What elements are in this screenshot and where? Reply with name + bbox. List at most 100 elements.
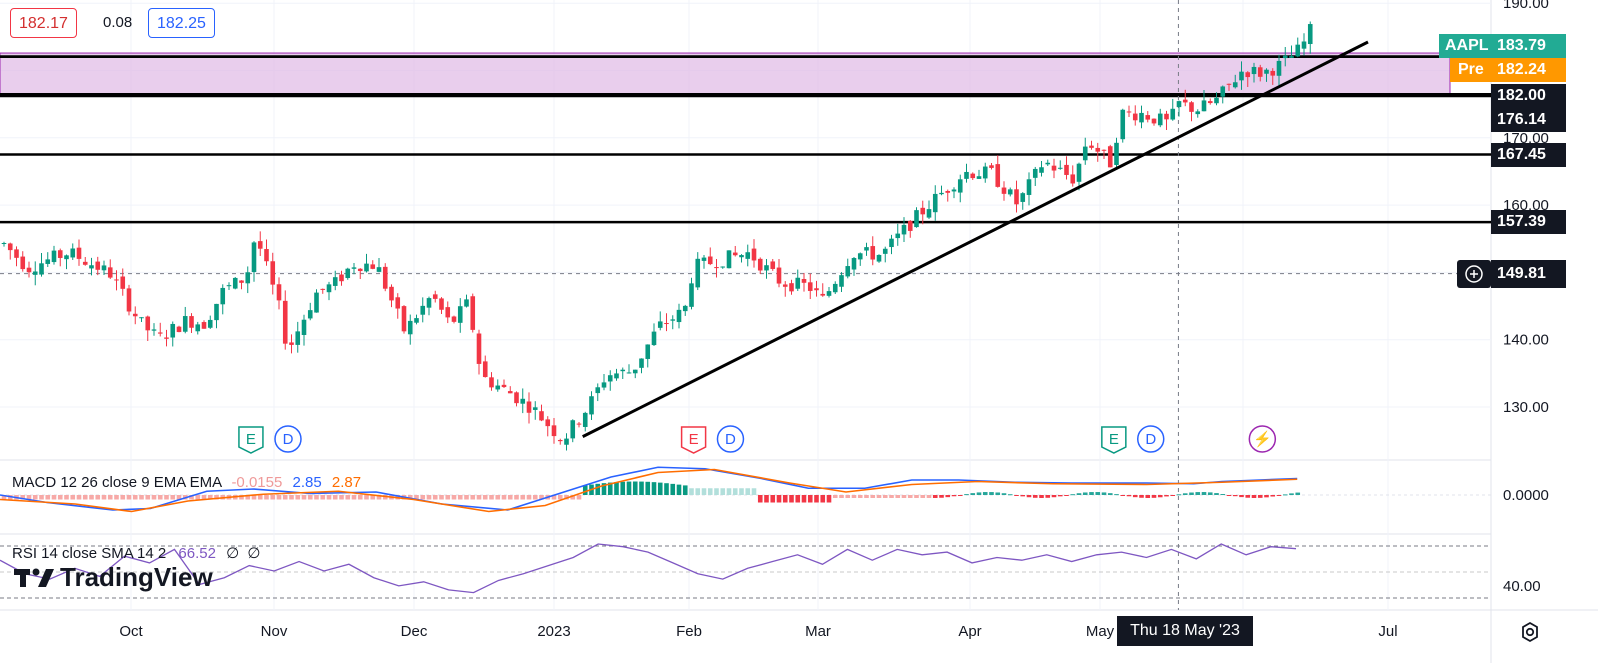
candle-body [364, 263, 369, 272]
macd-histogram-bar [1276, 495, 1282, 496]
macd-histogram-bar [1226, 495, 1232, 496]
macd-histogram-bar [1089, 492, 1094, 495]
macd-histogram-bar [564, 495, 569, 500]
candle-body [226, 285, 232, 287]
candle-body [676, 309, 682, 323]
macd-histogram-bar [932, 495, 938, 498]
macd-histogram-bar [645, 481, 651, 495]
time-tick-label: Apr [958, 623, 981, 640]
earnings-marker[interactable] [238, 426, 264, 454]
candle-body [151, 329, 157, 331]
ask-box[interactable]: 182.25 [148, 8, 215, 38]
macd-histogram-bar [857, 495, 863, 498]
candle-body [495, 385, 501, 390]
candle-body [201, 322, 207, 329]
candle-body [89, 265, 94, 269]
candle-body [476, 333, 482, 364]
dividend-marker[interactable] [716, 425, 745, 453]
candle-body [114, 279, 119, 281]
rsi-tick-label: 40.00 [1503, 578, 1541, 595]
candle-body [870, 246, 876, 260]
bid-box[interactable]: 182.17 [10, 8, 77, 38]
candle-body [707, 256, 713, 265]
tradingview-logo[interactable]: TradingView [14, 562, 213, 593]
candle-body [1289, 56, 1294, 58]
macd-histogram-bar [520, 495, 526, 500]
macd-histogram-bar [1026, 495, 1032, 498]
macd-histogram-bar [251, 495, 257, 500]
pre-label-tag: Pre [1450, 58, 1491, 82]
macd-histogram-bar [526, 495, 532, 500]
macd-histogram-bar [239, 495, 244, 500]
candle-body [532, 407, 538, 410]
macd-histogram-bar [464, 495, 469, 500]
resistance-zone[interactable] [0, 52, 1451, 95]
candle-body [1195, 111, 1201, 115]
macd-histogram-bar [907, 495, 913, 498]
macd-histogram-bar [132, 495, 138, 500]
earnings-marker[interactable] [1101, 426, 1127, 454]
pre-price-tag: 182.24 [1491, 58, 1566, 82]
dividend-marker[interactable] [1136, 425, 1165, 453]
macd-tick-label: 0.0000 [1503, 487, 1549, 504]
candle-body [1039, 167, 1044, 173]
candle-body [757, 258, 763, 271]
macd-histogram-bar [470, 495, 476, 500]
dividend-marker-label: D [1145, 431, 1156, 448]
candle-body [132, 313, 138, 317]
candle-body [164, 337, 169, 339]
macd-histogram-bar [970, 493, 976, 495]
macd-histogram-bar [445, 495, 451, 500]
candle-body [1014, 189, 1019, 205]
candle-body [64, 255, 69, 260]
rsi-legend[interactable]: RSI 14 close SMA 14 2 66.52 ∅ ∅ [12, 544, 260, 562]
macd-histogram-bar [264, 495, 269, 500]
candle-body [995, 164, 1001, 187]
macd-histogram-bar [70, 495, 76, 500]
macd-histogram-bar [57, 495, 63, 500]
macd-histogram-bar [814, 495, 819, 503]
candle-body [720, 266, 726, 268]
candle-body [826, 291, 832, 296]
candle-body [1064, 164, 1069, 175]
candle-body [714, 267, 719, 269]
macd-histogram-bar [89, 495, 94, 500]
candle-body [70, 248, 76, 258]
macd-histogram-bar [1001, 493, 1007, 495]
candle-body [1239, 71, 1244, 81]
add-alert-icon[interactable] [1457, 260, 1491, 288]
macd-histogram-bar [570, 495, 576, 500]
macd-histogram-bar [1264, 495, 1269, 498]
candle-body [576, 423, 582, 425]
tradingview-logo-icon [14, 568, 54, 587]
macd-label: MACD 12 26 close 9 EMA EMA [12, 474, 222, 491]
macd-histogram-bar [682, 485, 688, 495]
trendline[interactable] [582, 40, 1369, 438]
candle-body [776, 267, 782, 284]
candle-body [501, 384, 507, 388]
macd-histogram-bar [1170, 495, 1176, 496]
candle-body [401, 306, 407, 332]
candle-body [326, 284, 332, 293]
macd-histogram-bar [307, 495, 313, 500]
candle-body [832, 283, 838, 293]
macd-histogram-bar [320, 495, 326, 500]
macd-histogram-bar [214, 495, 219, 500]
macd-histogram-bar [1257, 495, 1263, 498]
candle-body [1207, 101, 1213, 104]
candle-body [670, 319, 676, 321]
candle-body [1157, 113, 1163, 126]
dividend-marker[interactable] [274, 425, 302, 453]
candle-body [314, 292, 319, 313]
candle-body [914, 210, 919, 228]
candle-body [607, 375, 613, 382]
event-lightning-marker[interactable] [1248, 425, 1277, 453]
settings-gear-icon[interactable] [1518, 620, 1542, 644]
candle-body [564, 438, 569, 445]
candle-body [964, 171, 969, 179]
macd-histogram-bar [845, 495, 851, 498]
macd-legend[interactable]: MACD 12 26 close 9 EMA EMA -0.0155 2.85 … [12, 474, 361, 491]
time-tick-label: Dec [401, 623, 428, 640]
earnings-marker[interactable] [680, 426, 707, 454]
